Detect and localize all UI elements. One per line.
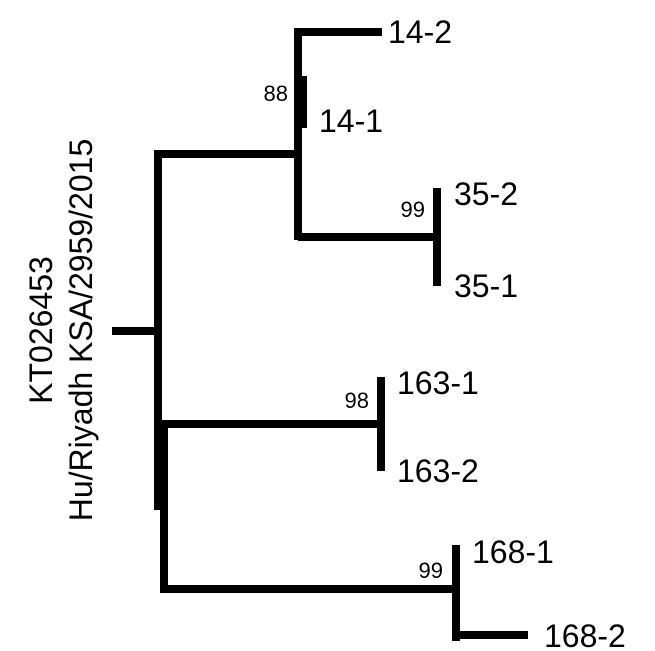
leaf-label: 168-2 [544, 618, 626, 651]
bootstrap-value: 98 [345, 388, 369, 413]
leaf-label: 168-1 [472, 534, 554, 570]
leaf-label: 163-2 [397, 453, 479, 489]
leaf-label: 35-1 [454, 268, 518, 304]
reference-accession: KT026453 [23, 256, 59, 404]
leaf-label: 14-1 [319, 103, 383, 139]
leaf-labels: 14-2 14-1 35-2 35-1 163-1 163-2 168-1 16… [319, 14, 626, 651]
leaf-label: 14-2 [388, 14, 452, 50]
branches [112, 28, 528, 641]
reference-strain: Hu/Riyadh KSA/2959/2015 [63, 139, 99, 521]
leaf-label: 163-1 [397, 365, 479, 401]
leaf-label: 35-2 [454, 176, 518, 212]
bootstrap-values: 88 99 98 99 [264, 81, 443, 583]
bootstrap-value: 99 [401, 197, 425, 222]
bootstrap-value: 88 [264, 81, 288, 106]
reference-label: KT026453 Hu/Riyadh KSA/2959/2015 [23, 139, 99, 521]
bootstrap-value: 99 [419, 558, 443, 583]
